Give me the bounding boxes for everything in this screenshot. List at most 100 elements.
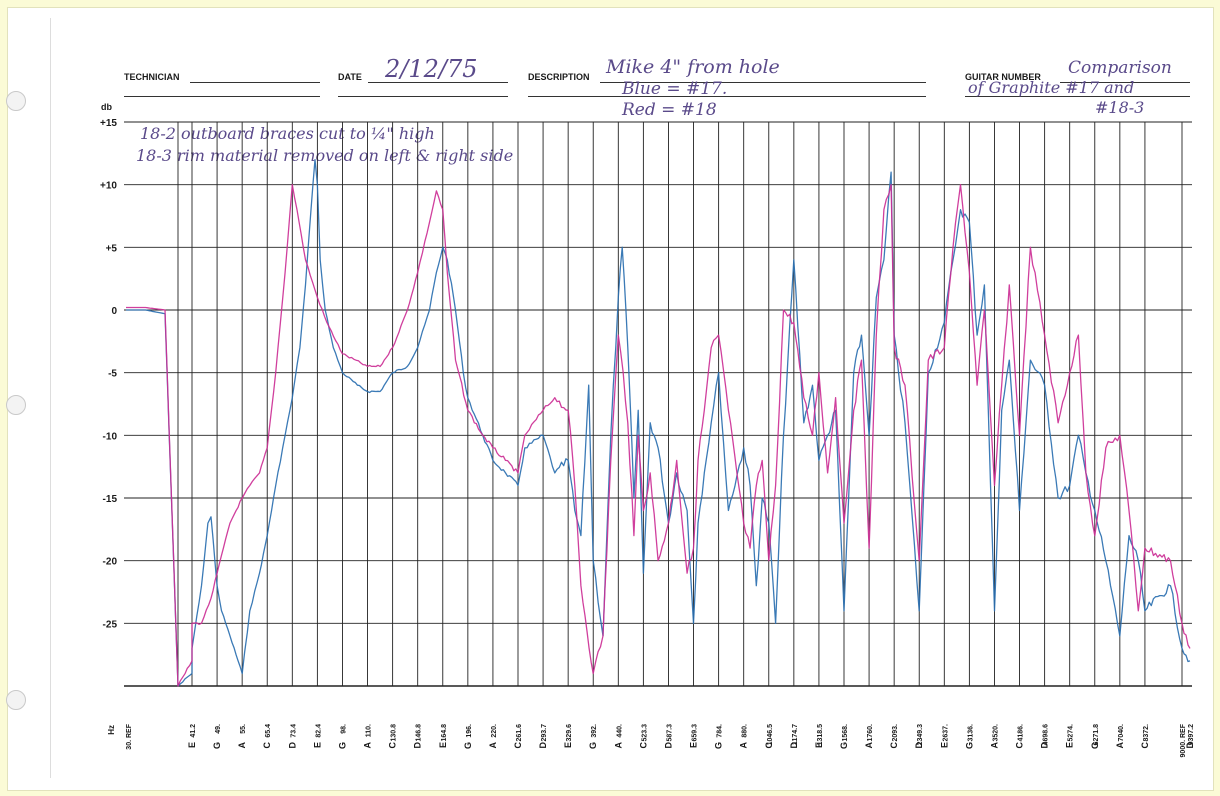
note-label: E xyxy=(438,742,448,748)
y-axis-labels: +15 +10 +5 0 -5 -10 -15 -20 -25 xyxy=(100,118,117,630)
note-label: A xyxy=(739,742,749,749)
x-tick-label: 1318.5 xyxy=(817,724,824,746)
x-tick-label: 329.6 xyxy=(566,724,573,742)
note-label: C xyxy=(513,742,523,749)
x-tick-label: 3520. xyxy=(992,724,999,742)
description-line-2 xyxy=(528,96,926,97)
note-label: C xyxy=(388,742,398,749)
x-tick-label: 220. xyxy=(491,724,498,738)
x-tick-label: 3136. xyxy=(967,724,974,742)
series-line-blue xyxy=(126,158,1191,687)
binder-hole xyxy=(6,690,26,710)
y-tick-label: +15 xyxy=(100,118,117,129)
y-unit-label: db xyxy=(101,102,112,112)
x-tick-label: 55. xyxy=(240,724,247,734)
chart-series xyxy=(126,158,1191,687)
y-tick-label: -5 xyxy=(108,369,117,380)
x-tick-label: 523.3 xyxy=(641,724,648,742)
x-tick-label: 1568. xyxy=(842,724,849,742)
note-label: E xyxy=(814,742,824,748)
x-tick-label: 110. xyxy=(366,724,373,737)
x-tick-label: 164.8 xyxy=(441,724,448,742)
date-line-2 xyxy=(338,96,508,97)
x-tick-label: 2637. xyxy=(942,724,949,742)
y-tick-label: -25 xyxy=(103,619,118,630)
note-label: C xyxy=(889,742,899,749)
note-label: G xyxy=(588,742,598,749)
guitar-number-line2: of Graphite #17 and xyxy=(968,78,1135,97)
x-tick-label: 261.6 xyxy=(516,724,523,742)
x-tick-label: 196. xyxy=(466,724,473,738)
binder-hole xyxy=(6,395,26,415)
date-line xyxy=(368,82,508,83)
chart-sheet xyxy=(6,7,1214,791)
description-line1: Mike 4" from hole xyxy=(606,56,780,78)
chart-grid xyxy=(124,121,1192,687)
y-tick-label: +10 xyxy=(100,181,117,192)
x-tick-label: 1760. xyxy=(867,724,874,742)
note-label: C xyxy=(638,742,648,749)
note-line1: 18-2 outboard braces cut to ¼" high xyxy=(140,124,435,143)
binder-hole xyxy=(6,91,26,111)
guitar-number-line3: #18-3 xyxy=(1095,98,1145,117)
y-tick-label: 0 xyxy=(111,306,117,317)
note-label: A xyxy=(237,742,247,749)
guitar-number-line xyxy=(1060,82,1190,83)
note-label: D xyxy=(413,742,423,749)
x-tick-label: 1174.7 xyxy=(792,724,799,745)
note-label: C xyxy=(1015,742,1025,749)
note-label: C xyxy=(262,742,272,749)
series-line-red xyxy=(126,184,1191,687)
x-tick-label: 392. xyxy=(591,724,598,738)
x-tick-label: 293.7 xyxy=(541,724,548,742)
x-tick-label: 82.4 xyxy=(315,724,322,738)
x-tick-label: 49. xyxy=(215,724,222,734)
x-tick-label: 587.3 xyxy=(666,724,673,742)
note-label: A xyxy=(864,742,874,749)
note-label: E xyxy=(689,742,699,748)
x-tick-label: 73.4 xyxy=(290,724,297,738)
note-label: E xyxy=(1065,742,1075,748)
guitar-number-label: GUITAR NUMBER xyxy=(965,72,1041,82)
note-label: A xyxy=(363,742,373,749)
description-line xyxy=(600,82,926,83)
x-tick-label: 659.3 xyxy=(692,724,699,742)
x-tick-label: 8372. xyxy=(1143,724,1150,742)
x-tick-label: 1046.5 xyxy=(767,724,774,746)
description-line2: Blue = #17. xyxy=(622,79,728,99)
note-label: E xyxy=(187,742,197,748)
note-label: G xyxy=(337,742,347,749)
note-label: G xyxy=(839,742,849,749)
x-tick-label: 6271.8 xyxy=(1093,724,1100,746)
x-tick-label: 9000. REF xyxy=(1180,723,1187,757)
x-tick-label: 4186. xyxy=(1018,724,1025,742)
x-tick-label: 130.8 xyxy=(391,724,398,742)
technician-label: TECHNICIAN xyxy=(124,72,180,82)
x-tick-label: 41.2 xyxy=(190,724,197,738)
note-label: E xyxy=(563,742,573,748)
x-tick-label: 4698.6 xyxy=(1043,724,1050,746)
x-tick-label: 440. xyxy=(616,724,623,738)
guitar-number-line1: Comparison xyxy=(1068,58,1172,78)
x-unit-label: Hz xyxy=(107,725,116,735)
note-label: C xyxy=(1140,742,1150,749)
x-axis-labels: Hz 30. REF 41.2 E 49. G 55. A 65.4 C 73.4 D 82.4 E 98.… xyxy=(107,723,1195,757)
note-label: C xyxy=(764,742,774,749)
note-label: G xyxy=(964,742,974,749)
note-label: A xyxy=(1115,742,1125,749)
date-value: 2/12/75 xyxy=(385,55,478,83)
x-tick-label: 5274. xyxy=(1068,724,1075,742)
x-tick-label: 98. xyxy=(340,724,347,734)
note-line2: 18-3 rim material removed on left & righ… xyxy=(136,146,514,165)
technician-line-2 xyxy=(124,96,320,97)
x-tick-label: 146.8 xyxy=(416,724,423,742)
note-label: G xyxy=(212,742,222,749)
x-tick-label: 30. REF xyxy=(126,723,133,749)
note-label: D xyxy=(538,742,548,749)
x-tick-label: 880. xyxy=(742,724,749,738)
technician-line xyxy=(190,82,320,83)
note-label: E xyxy=(939,742,949,748)
x-tick-label: 7040. xyxy=(1118,724,1125,742)
x-tick-label: 65.4 xyxy=(265,724,272,738)
